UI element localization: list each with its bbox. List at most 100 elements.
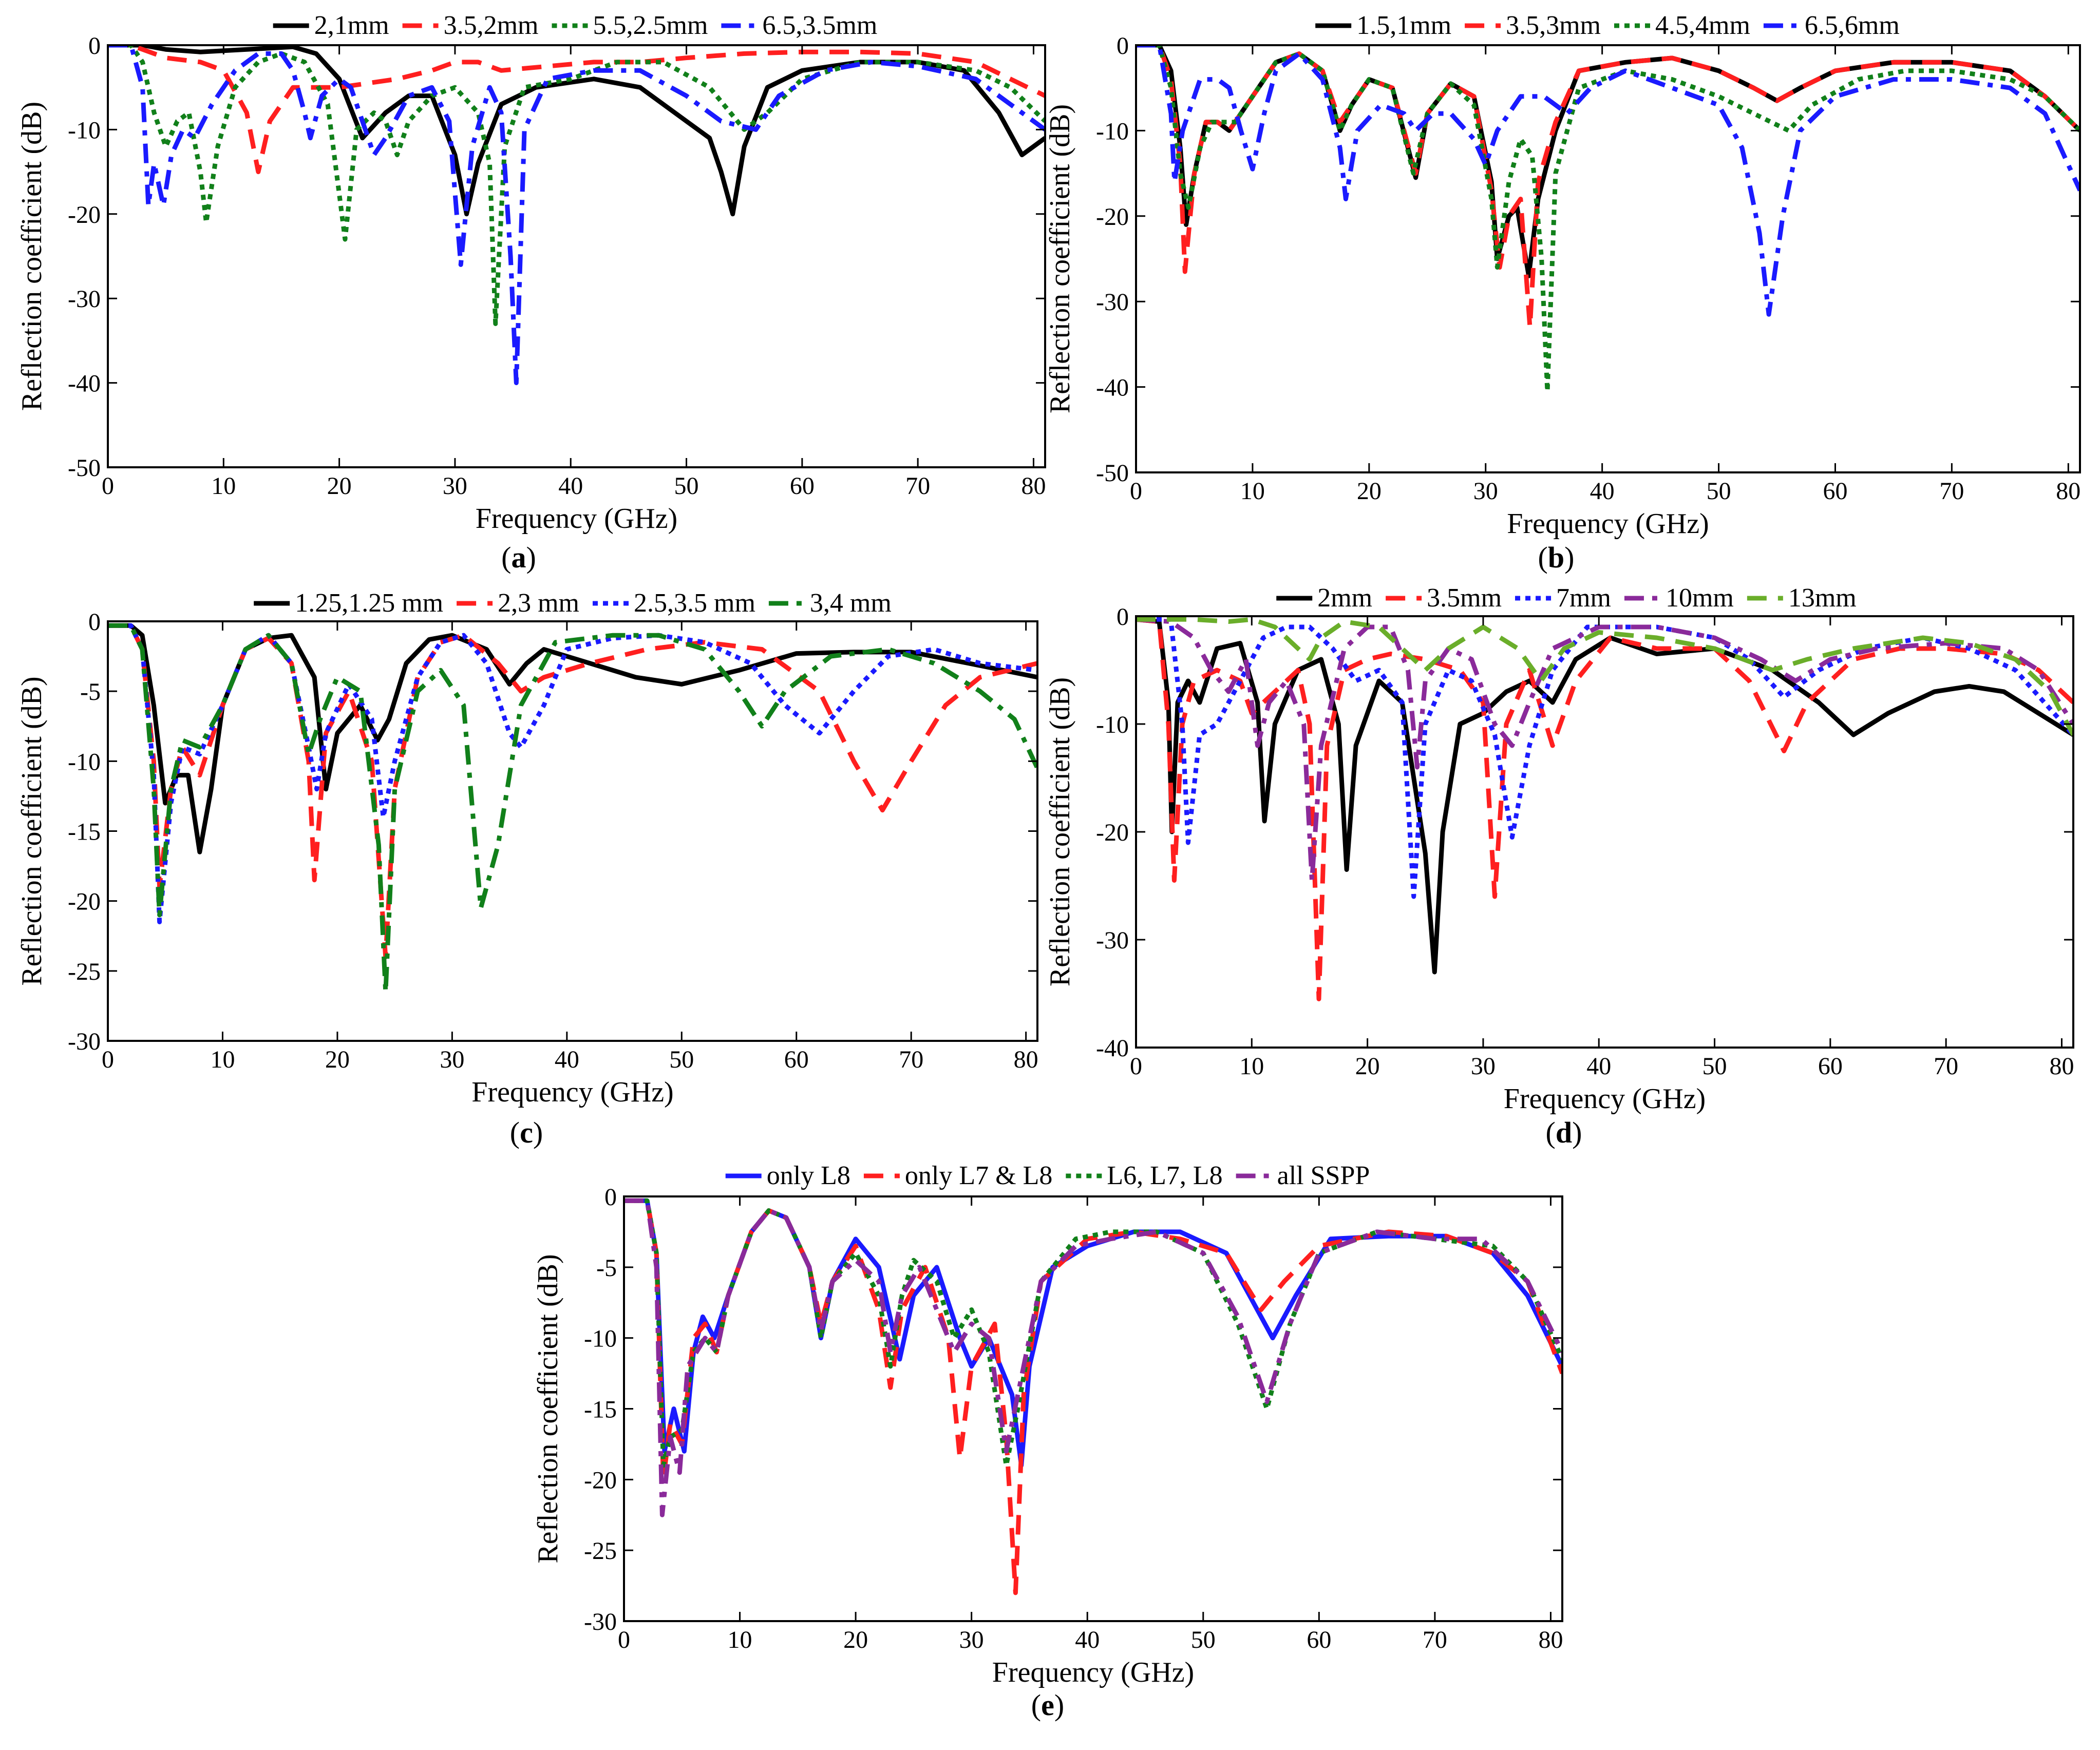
series-line-l6-l7-l8	[624, 1198, 1562, 1468]
legend-label: 1.25,1.25 mm	[295, 588, 443, 618]
legend: 1.25,1.25 mm 2,3 mm 2.5,3.5 mm 3,4 mm	[254, 588, 892, 618]
legend-item: L6, L7, L8	[1066, 1161, 1223, 1190]
series-group	[108, 45, 1045, 386]
legend-item: only L7 & L8	[863, 1161, 1052, 1190]
series-line-3-5-2mm	[108, 45, 1045, 175]
x-tick-label: 30	[1473, 478, 1498, 505]
panel-label: (e)	[1031, 1688, 1064, 1722]
legend-label: 4.5,4mm	[1655, 11, 1750, 40]
legend-item: 5.5,2.5mm	[552, 11, 708, 40]
series-line-13mm	[1136, 617, 2073, 736]
y-tick-label: -30	[584, 1608, 617, 1635]
y-axis-label: Reflection coefficient (dB)	[532, 1254, 564, 1563]
panel-label: (a)	[501, 541, 536, 574]
x-tick-label: 80	[1014, 1046, 1038, 1073]
x-tick-label: 40	[1586, 1053, 1611, 1080]
legend-label: 3.5,3mm	[1506, 11, 1601, 40]
legend-item: 1.5,1mm	[1315, 11, 1451, 40]
x-tick-label: 30	[443, 472, 467, 500]
y-tick-label: -10	[1096, 118, 1129, 145]
legend-item: only L8	[725, 1161, 850, 1190]
panel-a: 0 10 20 30 40 50 60 70 80 0 -10 -20 -30 -40 -50 Frequen…	[16, 11, 1046, 574]
legend-label: 3.5mm	[1427, 583, 1502, 613]
series-line-10mm	[1136, 617, 2073, 883]
legend-label: 6.5,3.5mm	[762, 11, 877, 40]
y-tick-label: -20	[68, 201, 101, 229]
legend-label: only L8	[767, 1161, 850, 1190]
x-tick-label: 0	[1130, 478, 1142, 505]
series-group	[1136, 45, 2080, 394]
x-tick-label: 70	[905, 472, 930, 500]
legend: 2mm 3.5mm 7mm 10mm 13mm	[1276, 583, 1857, 613]
y-tick-label: 0	[88, 32, 101, 60]
panel-label: (d)	[1546, 1116, 1582, 1149]
x-tick-label: 60	[1823, 478, 1847, 505]
series-line-4-5-4mm	[1136, 45, 2080, 394]
legend-item: 6.5,6mm	[1763, 11, 1900, 40]
x-tick-label: 60	[1818, 1053, 1843, 1080]
panel-c: 0 10 20 30 40 50 60 70 80 0 -5 -10 -15 -20 -25 -30 Frequ…	[16, 588, 1038, 1149]
series-line-only-l8	[624, 1198, 1562, 1468]
x-tick-label: 20	[1355, 1053, 1380, 1080]
series-line-2-1mm	[108, 45, 1045, 217]
y-tick-label: -50	[1096, 460, 1129, 487]
plot-frame	[107, 620, 1038, 1042]
x-tick-label: 70	[1939, 478, 1964, 505]
x-tick-label: 0	[1130, 1053, 1142, 1080]
y-tick-label: -15	[584, 1396, 617, 1423]
y-tick-label: -30	[68, 1028, 101, 1055]
x-tick-label: 40	[1590, 478, 1615, 505]
legend-label: 6.5,6mm	[1805, 11, 1900, 40]
y-tick-label: -15	[68, 819, 101, 846]
y-axis-label: Reflection coefficient (dB)	[16, 676, 48, 985]
x-tick-label: 60	[1307, 1626, 1331, 1653]
x-tick-label: 80	[1538, 1626, 1563, 1653]
series-line-3-4-mm	[108, 623, 1037, 995]
x-tick-label: 10	[728, 1626, 752, 1653]
x-tick-label: 70	[1423, 1626, 1447, 1653]
series-line-3-5-3mm	[1136, 45, 2080, 330]
x-axis-label: Frequency (GHz)	[1507, 508, 1709, 540]
y-tick-label: -30	[68, 286, 101, 313]
y-tick-label: -20	[68, 888, 101, 916]
legend-item: 6.5,3.5mm	[721, 11, 877, 40]
y-tick-label: -25	[68, 958, 101, 985]
x-tick-label: 20	[843, 1626, 868, 1653]
legend-label: 13mm	[1788, 583, 1857, 613]
x-tick-label: 50	[674, 472, 699, 500]
x-tick-label: 10	[1239, 1053, 1264, 1080]
y-tick-label: -10	[584, 1325, 617, 1353]
series-line-2mm	[1136, 617, 2073, 975]
legend-label: 3.5,2mm	[444, 11, 539, 40]
x-tick-label: 10	[211, 472, 236, 500]
legend-label: 2mm	[1317, 583, 1372, 613]
series-group	[108, 623, 1037, 995]
panel-d: 0 10 20 30 40 50 60 70 80 0 -10 -20 -30 -40 Frequency …	[1044, 583, 2074, 1149]
legend-item: all SSPP	[1236, 1161, 1370, 1190]
series-line-all-sspp	[624, 1198, 1562, 1517]
y-tick-label: 0	[604, 1184, 617, 1211]
plot-frame	[107, 44, 1046, 468]
panel-e: 0 10 20 30 40 50 60 70 80 0 -5 -10 -15 -20 -25 -30 Frequ…	[532, 1161, 1563, 1722]
x-tick-label: 50	[1707, 478, 1731, 505]
x-tick-label: 20	[1357, 478, 1382, 505]
y-tick-label: -40	[1096, 374, 1129, 402]
legend-item: 10mm	[1624, 583, 1734, 613]
y-tick-label: -30	[1096, 289, 1129, 316]
y-tick-label: -10	[68, 748, 101, 775]
legend-label: 2.5,3.5 mm	[634, 588, 755, 618]
x-tick-label: 70	[1934, 1053, 1958, 1080]
legend-item: 3,4 mm	[768, 588, 892, 618]
x-tick-label: 40	[1075, 1626, 1100, 1653]
y-tick-label: -20	[1096, 819, 1129, 846]
legend-item: 7mm	[1515, 583, 1611, 613]
x-tick-label: 0	[102, 472, 114, 500]
series-line-only-l7-l8	[624, 1198, 1562, 1595]
x-tick-label: 60	[790, 472, 815, 500]
series-line-7mm	[1136, 617, 2073, 899]
x-tick-label: 10	[1240, 478, 1265, 505]
series-line-6-5-6mm	[1136, 45, 2080, 317]
x-tick-label: 30	[959, 1626, 984, 1653]
legend-item: 2.5,3.5 mm	[593, 588, 755, 618]
series-line-3-5mm	[1136, 617, 2073, 1001]
